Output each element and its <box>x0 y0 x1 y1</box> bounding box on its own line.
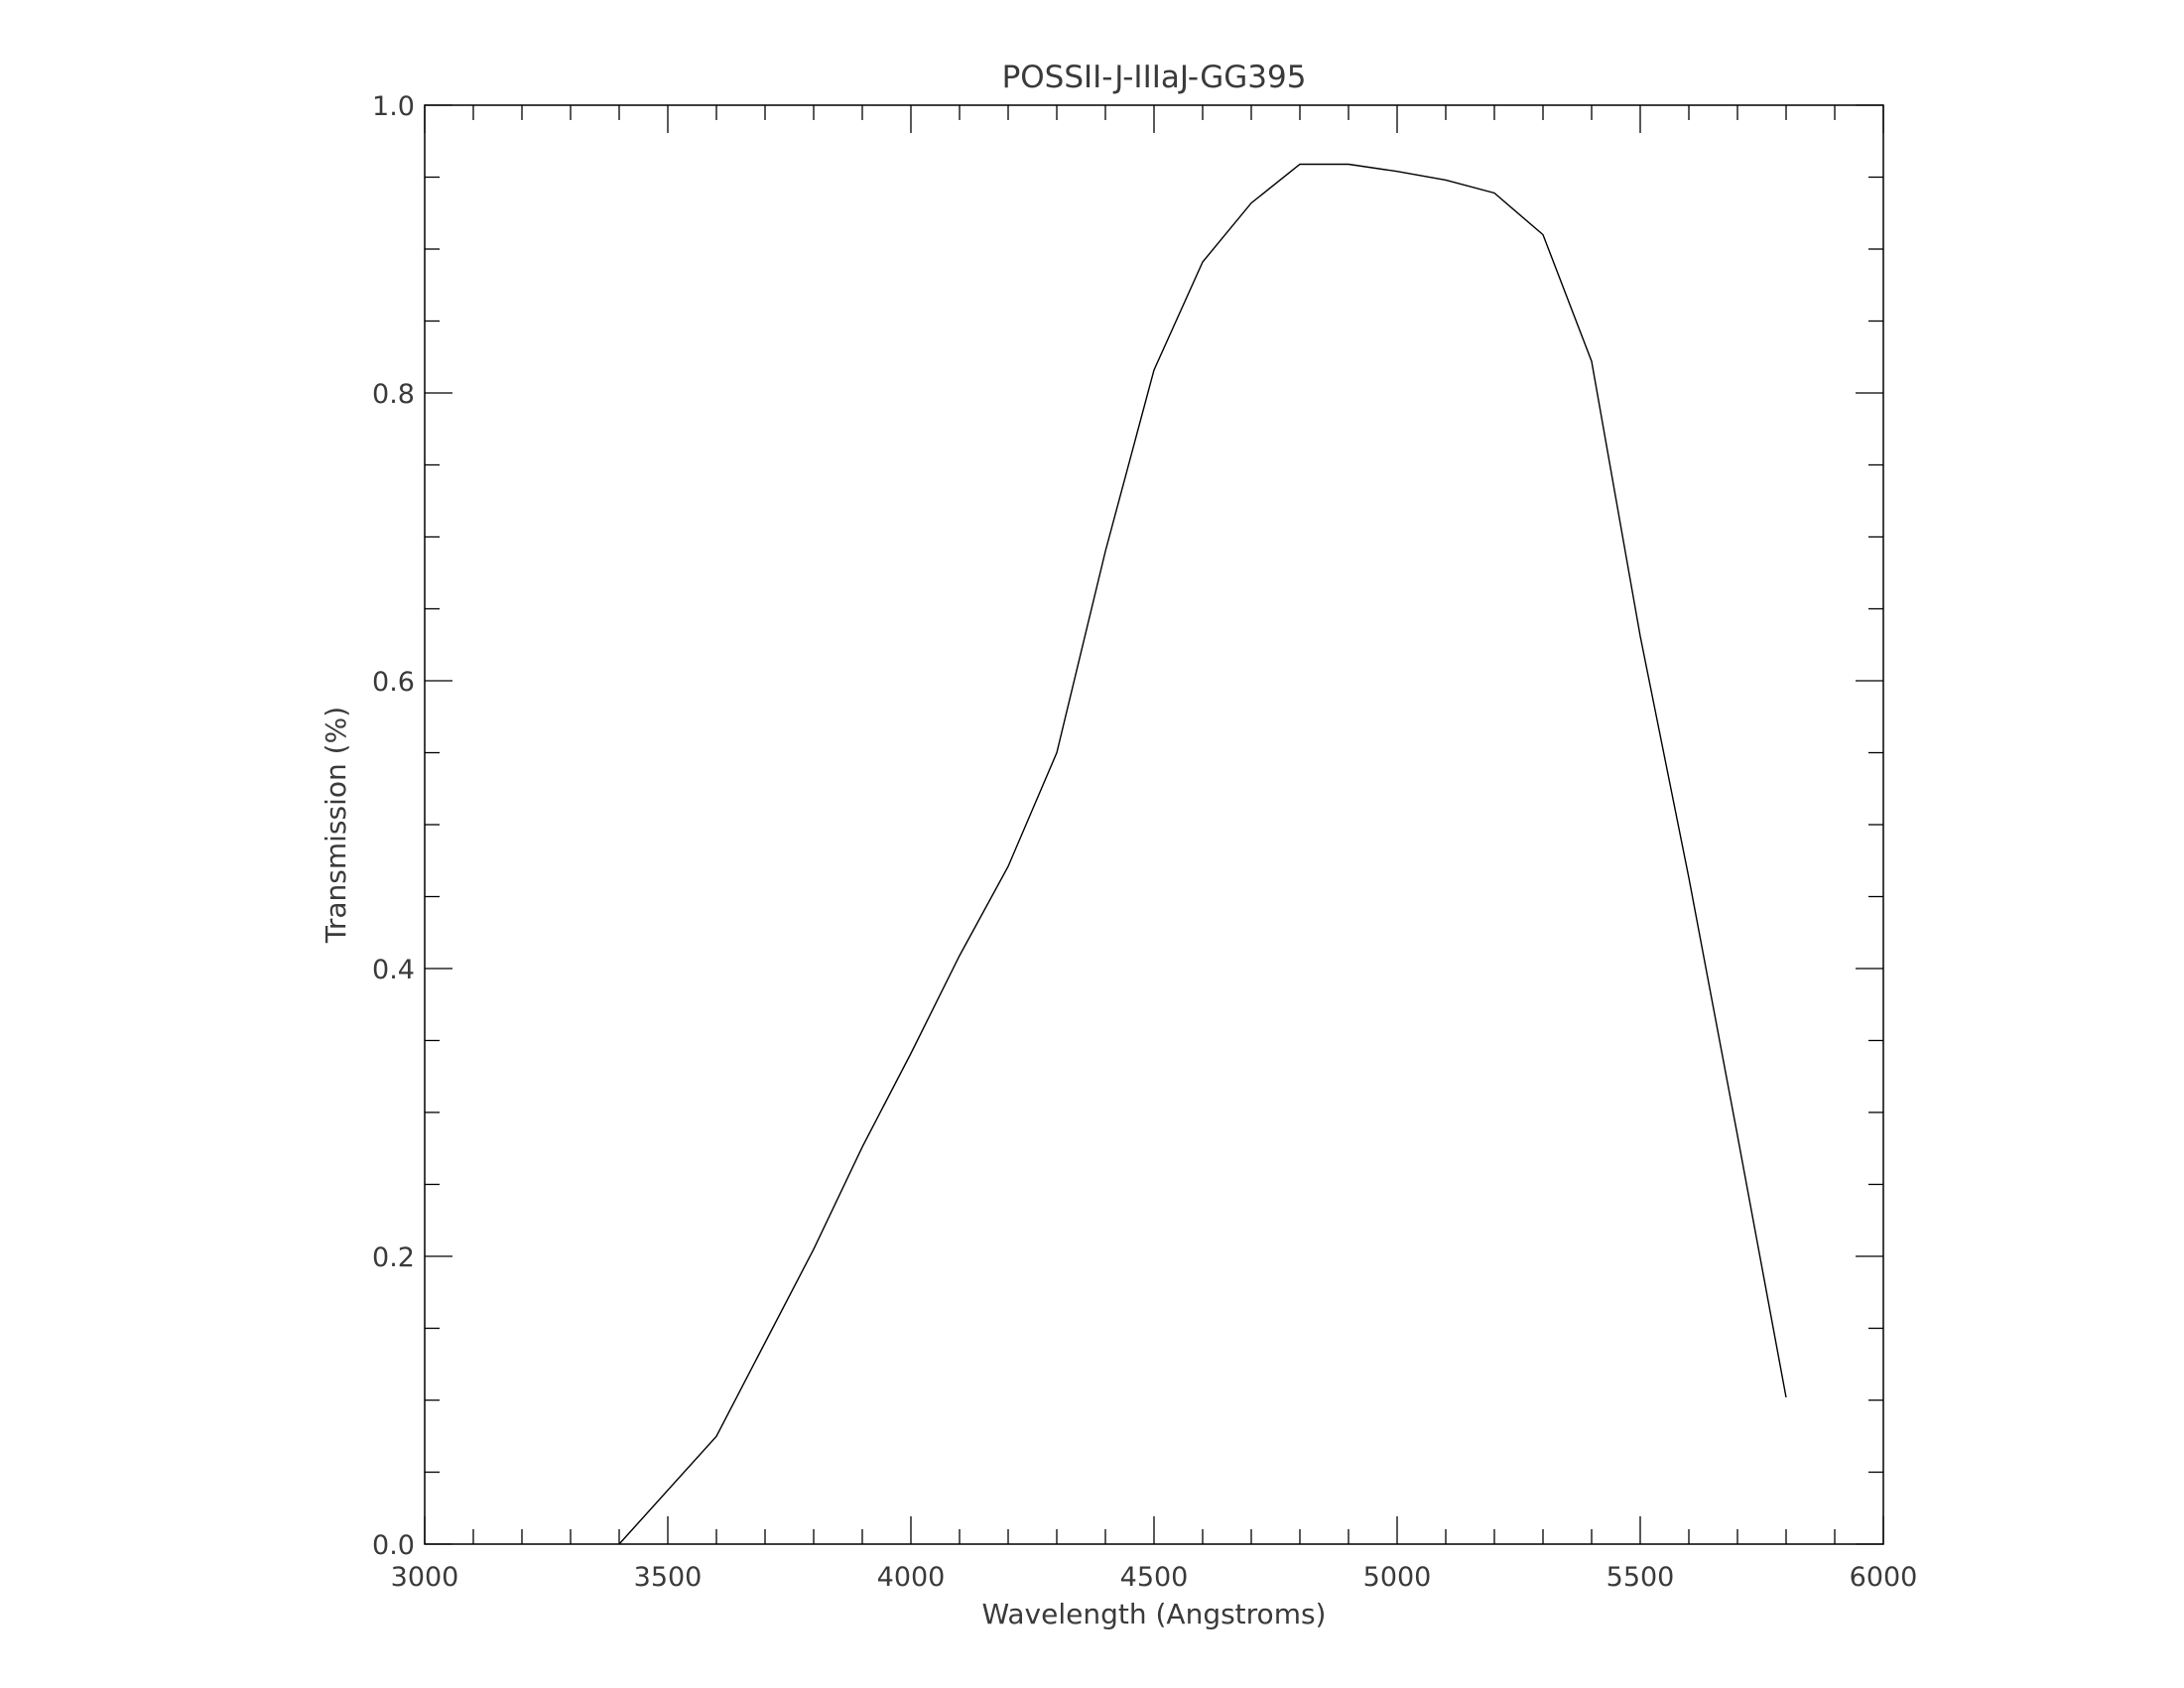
x-tick-label: 5000 <box>1363 1562 1432 1593</box>
x-tick-label: 6000 <box>1850 1562 1918 1593</box>
x-axis-label: Wavelength (Angstroms) <box>982 1598 1327 1630</box>
y-tick-label: 0.0 <box>372 1530 415 1561</box>
y-axis-label: Transmission (%) <box>320 707 352 944</box>
series-layer <box>618 163 1787 1545</box>
x-tick-labels: 3000 3500 4000 4500 5000 5500 6000 <box>391 1562 1918 1593</box>
y-tick-label: 0.6 <box>372 667 415 698</box>
transmission-curve <box>618 163 1787 1545</box>
y-tick-labels: 0.0 0.2 0.4 0.6 0.8 1.0 <box>372 91 415 1561</box>
axis-ticks <box>424 104 1884 1545</box>
y-tick-label: 0.8 <box>372 379 415 410</box>
y-tick-label: 1.0 <box>372 91 415 122</box>
y-tick-label: 0.2 <box>372 1242 415 1273</box>
x-tick-label: 5500 <box>1606 1562 1675 1593</box>
y-tick-label: 0.4 <box>372 955 415 985</box>
chart-title: POSSII-J-IIIaJ-GG395 <box>1002 60 1307 95</box>
plot-frame <box>424 104 1884 1545</box>
x-tick-label: 4000 <box>877 1562 946 1593</box>
x-tick-label: 4500 <box>1120 1562 1189 1593</box>
x-tick-label: 3000 <box>391 1562 459 1593</box>
x-tick-label: 3500 <box>634 1562 703 1593</box>
